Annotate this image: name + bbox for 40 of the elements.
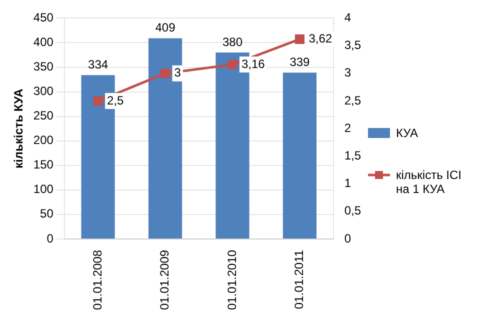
point (228, 60, 238, 70)
y-tick-label: 350 (33, 60, 54, 74)
point (93, 96, 103, 106)
y2-tick-label: 0 (344, 231, 352, 246)
y-tick-label: 250 (33, 108, 54, 123)
point (160, 68, 170, 78)
data-label: 3,62 (308, 31, 332, 46)
y-tick-label: 300 (33, 84, 54, 98)
y-tick-label: 400 (33, 35, 54, 50)
bar (148, 38, 182, 238)
data-label: 334 (88, 57, 108, 72)
y-tick-label: 0 (46, 231, 54, 246)
data-label: 339 (290, 54, 310, 69)
data-label: 380 (222, 34, 243, 49)
bar (282, 72, 317, 238)
data-label: 3 (174, 66, 182, 80)
point (294, 34, 304, 44)
x-tick-label: 01.01.2008 (90, 250, 104, 310)
data-label: 409 (155, 20, 176, 35)
x-tick-label: 01.01.2011 (292, 250, 306, 310)
y2-tick-label: 2 (344, 120, 352, 135)
legend-label: кількість ІСІ на 1 КУА (396, 168, 463, 196)
x-tick-label: 01.01.2010 (224, 250, 239, 310)
y-tick-label: 450 (33, 10, 54, 25)
y2-tick-label: 3,5 (344, 38, 362, 52)
y2-tick-label: 0,5 (344, 204, 362, 218)
y-axis-title: кількість КУА (12, 88, 26, 168)
legend-label: КУА (396, 126, 418, 140)
y2-tick-label: 1 (344, 176, 352, 190)
y-tick-label: 50 (40, 206, 54, 221)
y-tick-label: 150 (33, 158, 54, 172)
data-label: 2,5 (107, 93, 124, 108)
y2-tick-label: 2,5 (344, 93, 362, 108)
y-tick-label: 100 (33, 182, 54, 196)
data-label: 3,16 (241, 56, 266, 71)
y2-tick-label: 4 (344, 10, 352, 25)
y-tick-label: 200 (33, 133, 54, 148)
y2-tick-label: 3 (344, 66, 352, 80)
y2-tick-label: 1,5 (344, 148, 362, 162)
x-tick-label: 01.01.2009 (158, 250, 172, 310)
